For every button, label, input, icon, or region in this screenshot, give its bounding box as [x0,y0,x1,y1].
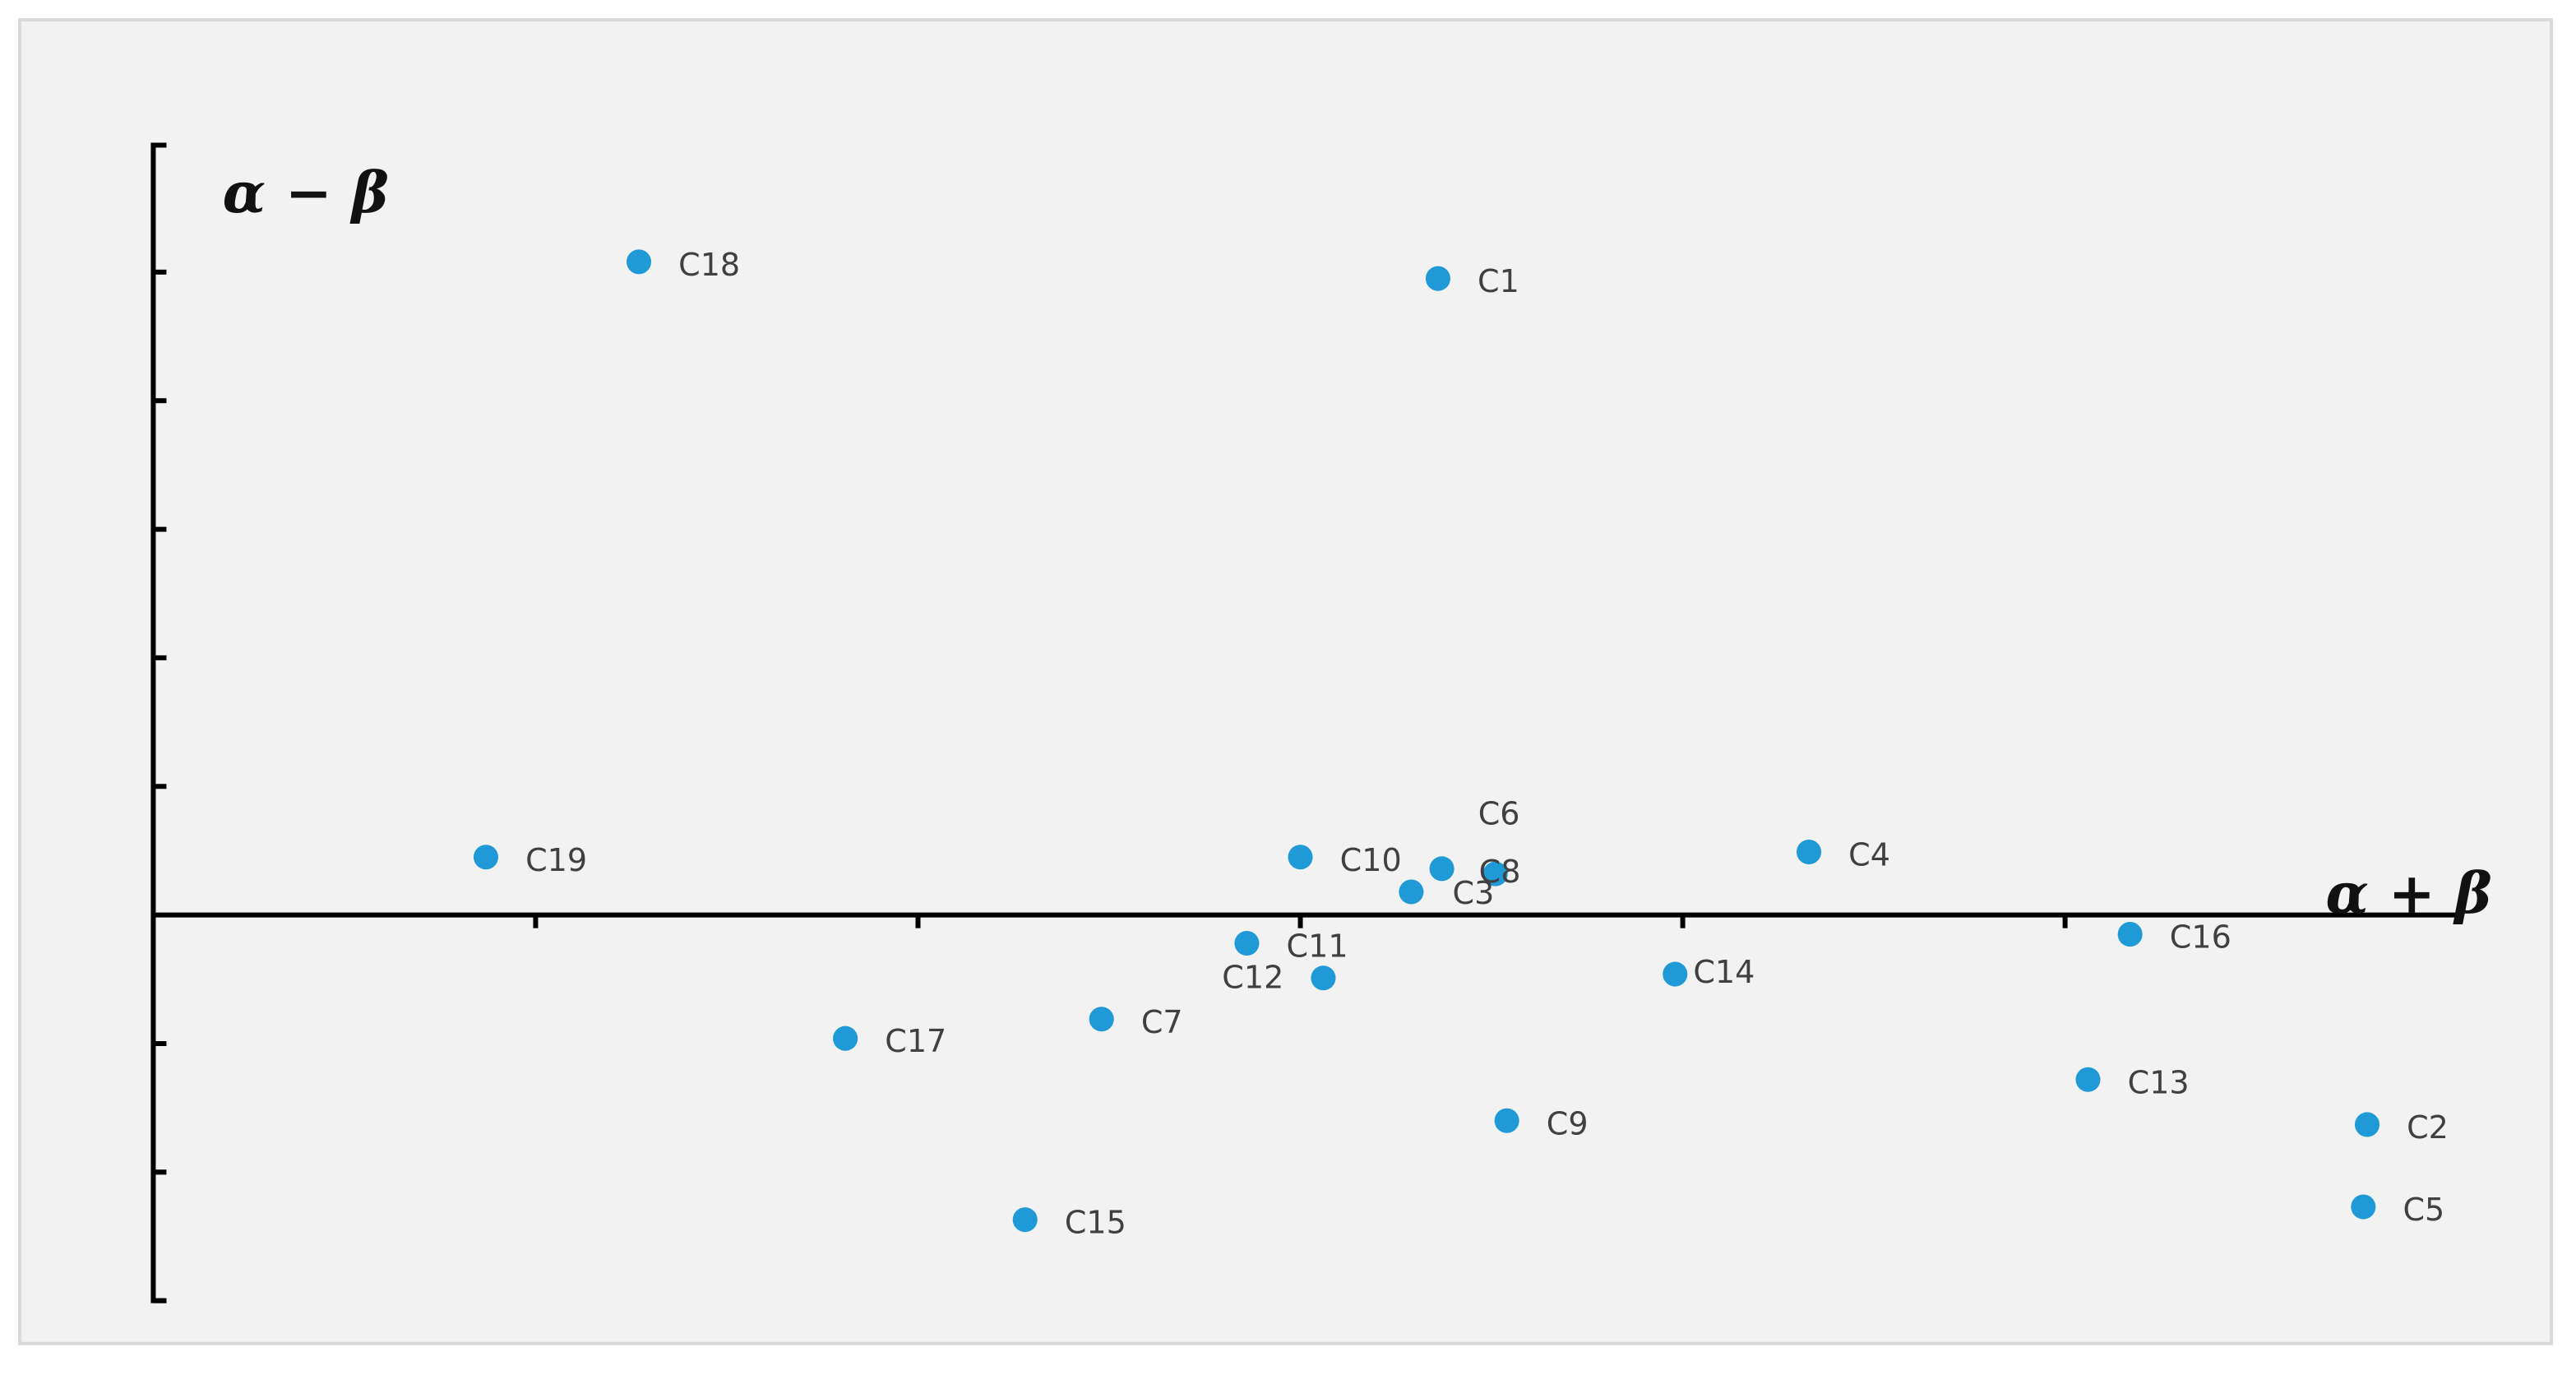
point [2351,1194,2376,1220]
point-label: C19 [525,842,587,878]
point [2117,922,2143,947]
point [1234,930,1260,956]
point-label: C3 [1453,875,1495,911]
point [1311,965,1336,991]
point-label: C2 [2407,1109,2449,1146]
point-label: C10 [1340,842,1402,878]
point-label: C14 [1693,954,1755,990]
point [1482,861,1508,887]
point-label: C5 [2403,1192,2444,1228]
point [833,1025,858,1051]
point-label: C11 [1287,928,1348,965]
x-axis-label: α + β [2326,861,2492,927]
point-label: C6 [1478,796,1520,832]
point [1089,1007,1114,1032]
point-label: C16 [2170,919,2231,956]
point-label: C8 [1479,854,1521,890]
point [1663,961,1688,987]
point-label: C1 [1478,263,1519,299]
point-label: C7 [1141,1004,1183,1040]
point [2075,1067,2101,1092]
point [1288,845,1313,870]
point-label: C12 [1222,960,1283,996]
point-label: C4 [1848,837,1890,873]
point [1425,266,1450,291]
point [473,845,499,870]
point-label: C13 [2128,1064,2190,1100]
chart-frame [18,18,2553,1345]
y-axis-label: α − β [223,160,389,226]
point [1429,856,1454,882]
point-label: C15 [1065,1205,1126,1241]
point-label: C17 [885,1023,946,1059]
point [626,249,652,275]
point [1797,839,1822,865]
point [1399,879,1424,905]
point-label: C18 [678,247,740,283]
point [2354,1112,2380,1137]
point-label: C9 [1547,1105,1589,1141]
point [1494,1108,1519,1133]
point [1012,1207,1038,1233]
